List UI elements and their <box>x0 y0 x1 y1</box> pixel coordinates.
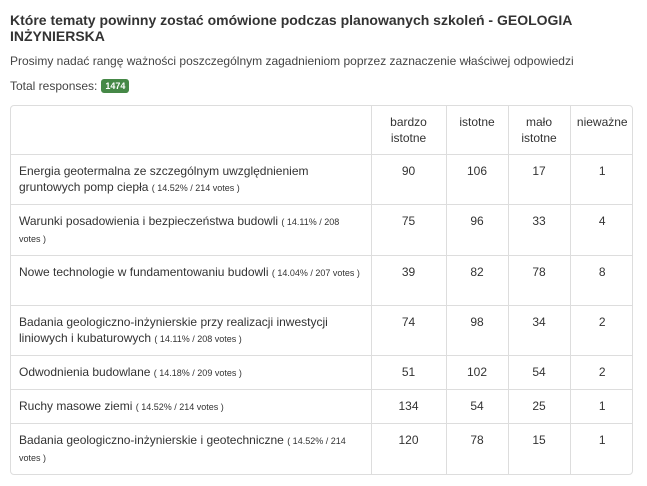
cell-malo-istotne: 17 <box>507 154 570 205</box>
cell-malo-istotne: 34 <box>507 305 570 356</box>
row-topic: Badania geologiczno-inżynierskie i geote… <box>11 423 371 474</box>
table-row: Badania geologiczno-inżynierskie i geote… <box>11 423 632 474</box>
cell-istotne: 82 <box>445 255 508 306</box>
row-votes: ( 14.18% / 209 votes ) <box>153 368 242 378</box>
row-votes: ( 14.04% / 207 votes ) <box>271 268 360 278</box>
row-topic: Nowe technologie w fundamentowaniu budow… <box>11 255 371 306</box>
cell-niewazne: 1 <box>569 154 632 205</box>
row-label: Badania geologiczno-inżynierskie i geote… <box>19 433 284 447</box>
header-niewazne: nieważne <box>569 106 632 155</box>
row-votes: ( 14.52% / 214 votes ) <box>19 436 346 463</box>
cell-malo-istotne: 54 <box>507 355 570 390</box>
cell-istotne: 98 <box>445 305 508 356</box>
row-topic: Energia geotermalna ze szczególnym uwzgl… <box>11 154 371 205</box>
cell-niewazne: 4 <box>569 204 632 256</box>
cell-istotne: 106 <box>445 154 508 205</box>
row-topic: Ruchy masowe ziemi ( 14.52% / 214 votes … <box>11 389 371 424</box>
cell-bardzo-istotne: 120 <box>370 423 446 474</box>
row-votes: ( 14.52% / 214 votes ) <box>135 402 224 412</box>
cell-malo-istotne: 78 <box>507 255 570 306</box>
header-malo-istotne: mało istotne <box>507 106 570 155</box>
table-row: Odwodnienia budowlane ( 14.18% / 209 vot… <box>11 355 632 390</box>
table-row: Nowe technologie w fundamentowaniu budow… <box>11 255 632 306</box>
row-votes: ( 14.11% / 208 votes ) <box>19 217 340 244</box>
total-responses-badge: 1474 <box>101 79 130 93</box>
header-topic <box>11 106 371 155</box>
survey-results: Które tematy powinny zostać omówione pod… <box>10 12 637 475</box>
cell-istotne: 102 <box>445 355 508 390</box>
cell-bardzo-istotne: 90 <box>370 154 446 205</box>
table-row: Badania geologiczno-inżynierskie przy re… <box>11 305 632 356</box>
cell-malo-istotne: 33 <box>507 204 570 256</box>
cell-niewazne: 1 <box>569 423 632 474</box>
cell-malo-istotne: 25 <box>507 389 570 424</box>
cell-niewazne: 1 <box>569 389 632 424</box>
page-subtitle: Prosimy nadać rangę ważności poszczególn… <box>10 54 574 68</box>
cell-istotne: 78 <box>445 423 508 474</box>
row-votes: ( 14.11% / 208 votes ) <box>154 334 242 344</box>
cell-niewazne: 2 <box>569 305 632 356</box>
cell-niewazne: 2 <box>569 355 632 390</box>
total-responses: Total responses: 1474 <box>10 79 637 93</box>
cell-istotne: 54 <box>445 389 508 424</box>
cell-bardzo-istotne: 39 <box>370 255 446 306</box>
results-table: bardzo istotne istotne mało istotne niew… <box>11 106 632 474</box>
cell-bardzo-istotne: 75 <box>370 204 446 256</box>
row-label: Warunki posadowienia i bezpieczeństwa bu… <box>19 214 279 228</box>
header-bardzo-istotne: bardzo istotne <box>370 106 446 155</box>
row-votes: ( 14.52% / 214 votes ) <box>151 183 240 193</box>
row-label: Ruchy masowe ziemi <box>19 399 133 413</box>
row-label: Badania geologiczno-inżynierskie przy re… <box>19 315 328 345</box>
table-row: Ruchy masowe ziemi ( 14.52% / 214 votes … <box>11 389 632 424</box>
page-title: Które tematy powinny zostać omówione pod… <box>10 12 572 44</box>
row-label: Energia geotermalna ze szczególnym uwzgl… <box>19 164 309 194</box>
row-topic: Badania geologiczno-inżynierskie przy re… <box>11 305 371 356</box>
table-row: Warunki posadowienia i bezpieczeństwa bu… <box>11 204 632 256</box>
cell-istotne: 96 <box>445 204 508 256</box>
row-label: Nowe technologie w fundamentowaniu budow… <box>19 265 269 279</box>
cell-niewazne: 8 <box>569 255 632 306</box>
table-header-row: bardzo istotne istotne mało istotne niew… <box>11 106 632 155</box>
cell-bardzo-istotne: 74 <box>370 305 446 356</box>
header-istotne: istotne <box>445 106 508 155</box>
cell-bardzo-istotne: 51 <box>370 355 446 390</box>
total-responses-label: Total responses: <box>10 79 98 93</box>
cell-malo-istotne: 15 <box>507 423 570 474</box>
row-label: Odwodnienia budowlane <box>19 365 151 379</box>
results-table-container: bardzo istotne istotne mało istotne niew… <box>10 105 633 475</box>
table-row: Energia geotermalna ze szczególnym uwzgl… <box>11 154 632 205</box>
row-topic: Odwodnienia budowlane ( 14.18% / 209 vot… <box>11 355 371 390</box>
row-topic: Warunki posadowienia i bezpieczeństwa bu… <box>11 204 371 256</box>
cell-bardzo-istotne: 134 <box>370 389 446 424</box>
